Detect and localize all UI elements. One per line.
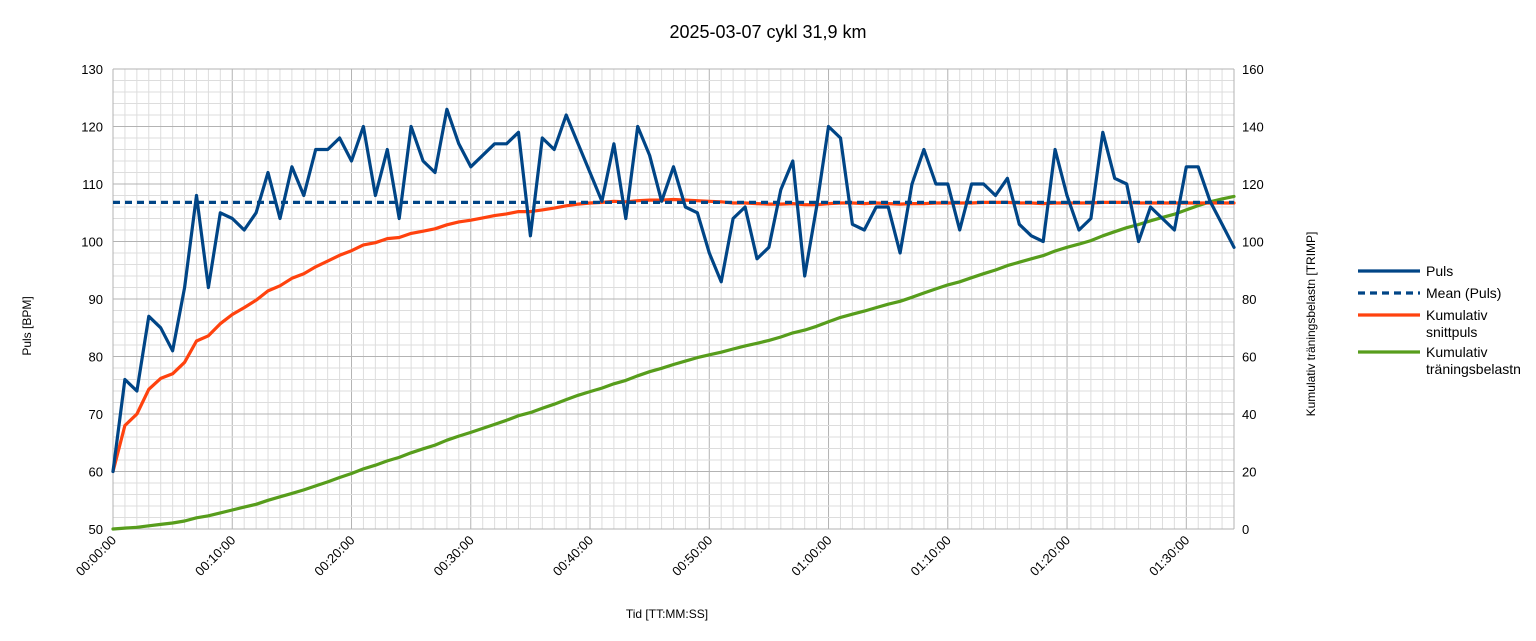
y-tick-label: 80 [89, 350, 103, 365]
y-tick-label: 60 [89, 465, 103, 480]
y2-tick-label: 120 [1242, 177, 1264, 192]
series-layer [111, 107, 1236, 531]
legend-label: Kumulativ träningsbelastn [1426, 344, 1521, 377]
y2-tick-label: 20 [1242, 465, 1256, 480]
y2-tick-label: 140 [1242, 120, 1264, 135]
y2-tick-label: 0 [1242, 522, 1249, 537]
y-tick-label: 130 [81, 62, 103, 77]
y-tick-label: 110 [82, 177, 103, 192]
y-tick-label: 90 [89, 292, 103, 307]
y2-tick-label: 100 [1242, 235, 1264, 250]
x-axis-label: Tid [TT:MM:SS] [626, 607, 708, 621]
y-tick-label: 120 [81, 120, 103, 135]
legend: Puls Mean (Puls) Kumulativ snittpuls Kumulat… [1358, 263, 1521, 377]
series-line-puls [111, 107, 1236, 474]
chart-title: 2025-03-07 cykl 31,9 km [669, 22, 866, 42]
y2-tick-label: 160 [1242, 62, 1264, 77]
y2-tick-label: 80 [1242, 292, 1256, 307]
y2-axis-label: Kumulativ träningsbelastn [TRIMP] [1304, 232, 1318, 417]
series-line-kumulativ-tr-ningsbelastn [111, 194, 1236, 531]
y2-tick-label: 40 [1242, 407, 1256, 422]
legend-label: Mean (Puls) [1426, 285, 1501, 301]
y-axis-label: Puls [BPM] [20, 296, 34, 355]
legend-label: Puls [1426, 263, 1453, 279]
legend-label: Kumulativ snittpuls [1426, 307, 1487, 340]
y-tick-label: 100 [81, 235, 103, 250]
y-tick-label: 50 [89, 522, 103, 537]
y2-tick-label: 60 [1242, 350, 1256, 365]
grid [112, 68, 1235, 530]
axes [112, 69, 1235, 530]
y-tick-label: 70 [89, 407, 103, 422]
